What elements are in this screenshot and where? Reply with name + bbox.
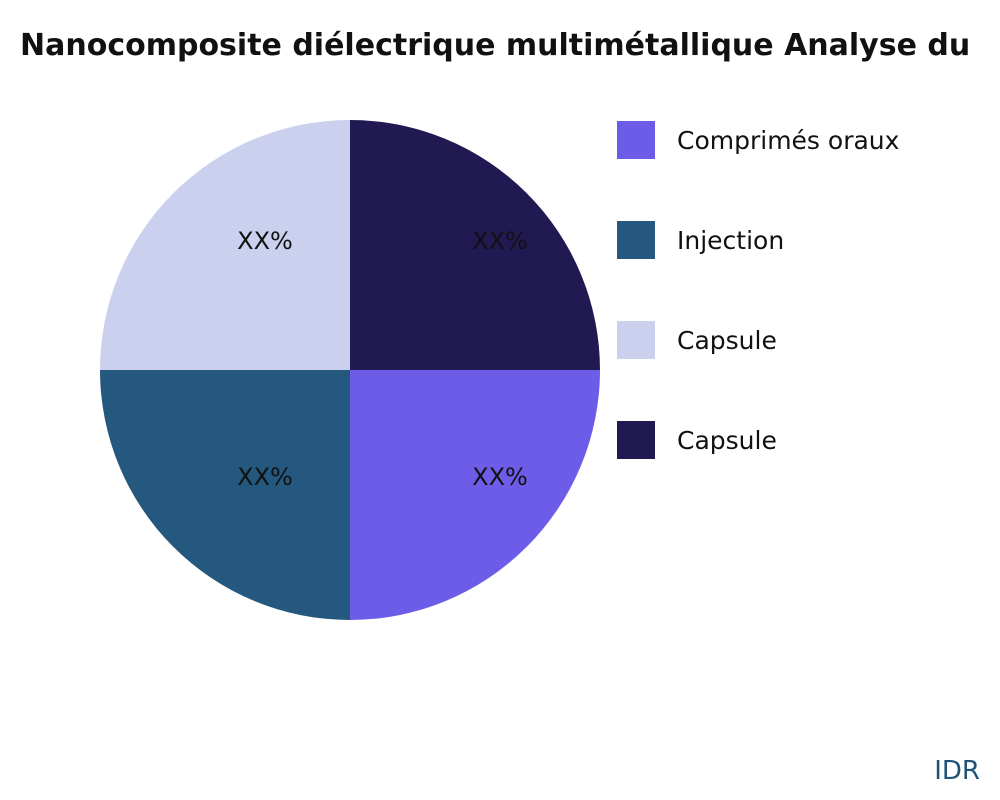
pie-chart [100,120,600,620]
slice-label-comprimes-oraux: XX% [472,463,528,491]
legend-swatch-injection [617,221,655,259]
legend-swatch-capsule-dark [617,421,655,459]
legend-item-capsule-light: Capsule [617,321,899,359]
legend-label-injection: Injection [677,225,785,255]
legend-item-injection: Injection [617,221,899,259]
slice-label-injection: XX% [237,463,293,491]
legend-swatch-capsule-light [617,321,655,359]
slice-label-capsule-dark: XX% [472,227,528,255]
legend-item-comprimes-oraux: Comprimés oraux [617,121,899,159]
chart-title: Nanocomposite diélectrique multimétalliq… [20,28,971,63]
legend-item-capsule-dark: Capsule [617,421,899,459]
legend-swatch-comprimes-oraux [617,121,655,159]
slice-label-capsule-light: XX% [237,227,293,255]
legend-label-capsule-light: Capsule [677,325,777,355]
chart-legend: Comprimés oraux Injection Capsule Capsul… [617,121,899,521]
legend-label-comprimes-oraux: Comprimés oraux [677,125,900,155]
legend-label-capsule-dark: Capsule [677,425,777,455]
watermark-idr: IDR [934,756,980,786]
